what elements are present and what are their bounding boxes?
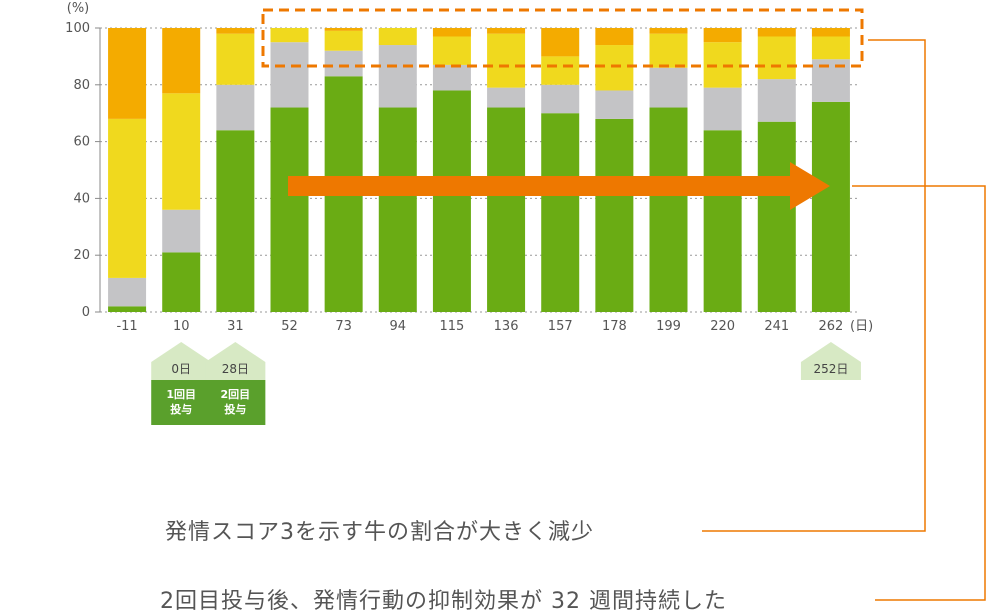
- dose-marker-tab: [800, 342, 861, 380]
- bar-segment-gray: [270, 42, 309, 108]
- dose-marker-label: 2回目: [221, 387, 251, 401]
- bar-segment-gray: [324, 50, 363, 77]
- dose-marker: 252日: [800, 342, 861, 380]
- dose-marker-box: [205, 380, 266, 425]
- bar-segment-orange: [649, 28, 688, 34]
- bar-segment-gray: [378, 45, 417, 108]
- bar-segment-orange: [541, 28, 580, 57]
- bar-segment-orange: [162, 28, 201, 94]
- connector-line-arrow: [852, 185, 986, 601]
- bar-segment-green: [487, 107, 526, 313]
- y-unit-label: (%): [67, 1, 90, 16]
- highlight-box: [261, 8, 864, 68]
- x-tick-label: 10: [173, 319, 190, 334]
- gridlines: [95, 27, 858, 313]
- bar-segment-orange: [595, 28, 634, 46]
- x-tick-label: 157: [548, 319, 573, 334]
- bars: [108, 28, 850, 313]
- connector-line-top: [702, 39, 926, 532]
- bar-segment-green: [270, 107, 309, 313]
- bar-segment-orange: [811, 28, 850, 37]
- x-tick-label: 136: [494, 319, 519, 334]
- bar-segment-yellow: [270, 28, 309, 43]
- bar-segment-yellow: [757, 36, 796, 80]
- y-tick-label: 0: [82, 305, 90, 320]
- axes: (%) (日) 0 20 40 60 80 100 -11 10 31 52 73 94 115 136 1…: [65, 1, 873, 334]
- bar-segment-green: [595, 118, 634, 312]
- bar-segment-gray: [108, 277, 147, 307]
- bar-segment-orange: [703, 28, 742, 43]
- dose-marker-day: 28日: [222, 362, 249, 376]
- y-tick-label: 40: [73, 191, 90, 206]
- bar-segment-gray: [541, 84, 580, 114]
- dose-marker-day: 252日: [813, 362, 848, 376]
- x-tick-label: 178: [602, 319, 627, 334]
- y-tick-label: 60: [73, 135, 90, 150]
- bar-segment-gray: [432, 64, 471, 91]
- annotation-suppression-duration: 2回目投与後、発情行動の抑制効果が 32 週間持続した: [160, 589, 727, 612]
- x-tick-label: 31: [227, 319, 244, 334]
- bar-segment-gray: [216, 84, 255, 131]
- x-tick-label: 115: [440, 319, 465, 334]
- bar-segment-green: [216, 130, 255, 312]
- bar-segment-yellow: [595, 45, 634, 91]
- bar-segment-yellow: [541, 56, 580, 85]
- x-tick-label: 199: [656, 319, 681, 334]
- bar-segment-yellow: [216, 33, 255, 85]
- bar-segment-green: [757, 121, 796, 312]
- x-tick-label: 241: [764, 319, 789, 334]
- bar-segment-green: [162, 252, 201, 312]
- bar-segment-orange: [324, 28, 363, 31]
- dose-marker-label: 1回目: [166, 387, 196, 401]
- bar-segment-yellow: [649, 33, 688, 68]
- y-tick-label: 100: [65, 21, 90, 36]
- x-tick-label: -11: [116, 319, 137, 334]
- x-tick-label: 52: [281, 319, 298, 334]
- bar-segment-orange: [216, 28, 255, 34]
- bar-segment-green: [378, 107, 417, 313]
- x-unit-label: (日): [850, 319, 873, 334]
- dose-marker-box: [151, 380, 212, 425]
- bar-segment-orange: [757, 28, 796, 37]
- dose-marker-label: 投与: [224, 402, 246, 416]
- bar-segment-gray: [703, 87, 742, 131]
- bar-segment-green: [649, 107, 688, 313]
- bar-segment-yellow: [487, 33, 526, 88]
- x-tick-label: 73: [335, 319, 352, 334]
- x-tick-label: 94: [390, 319, 407, 334]
- dose-marker-label: 投与: [170, 402, 192, 416]
- trend-arrow: [288, 162, 830, 210]
- dose-marker-tab: [205, 342, 266, 380]
- bar-segment-gray: [649, 67, 688, 108]
- bar-segment-orange: [487, 28, 526, 34]
- y-tick-label: 20: [73, 248, 90, 263]
- bar-segment-green: [108, 306, 147, 312]
- bar-segment-green: [811, 101, 850, 312]
- x-tick-label: 262: [819, 319, 844, 334]
- bar-segment-yellow: [432, 36, 471, 65]
- bar-segment-gray: [487, 87, 526, 108]
- x-tick-label: 220: [710, 319, 735, 334]
- dose-marker-tab: [151, 342, 212, 380]
- bar-segment-gray: [595, 90, 634, 119]
- bar-segment-yellow: [162, 93, 201, 210]
- bar-segment-orange: [108, 28, 147, 119]
- bar-segment-green: [432, 90, 471, 312]
- bar-segment-green: [703, 130, 742, 312]
- dose-marker-day: 0日: [171, 362, 191, 376]
- bar-segment-yellow: [378, 28, 417, 46]
- bar-segment-orange: [432, 28, 471, 37]
- bar-segment-gray: [162, 209, 201, 253]
- bar-segment-yellow: [108, 118, 147, 278]
- bar-segment-green: [541, 113, 580, 312]
- annotation-score3-decrease: 発情スコア3を示す牛の割合が大きく減少: [165, 520, 594, 545]
- dose-marker: 28日 2回目投与: [205, 342, 266, 425]
- bar-segment-yellow: [811, 36, 850, 60]
- bar-segment-yellow: [324, 30, 363, 51]
- bar-segment-gray: [757, 79, 796, 122]
- y-tick-label: 80: [73, 78, 90, 93]
